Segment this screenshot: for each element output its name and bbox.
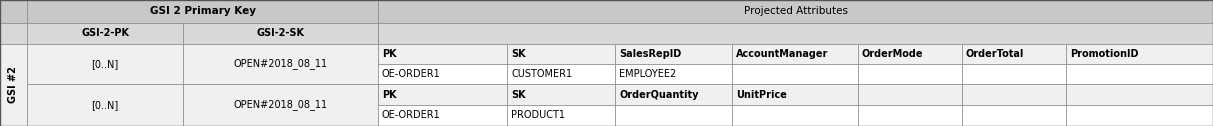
Text: CUSTOMER1: CUSTOMER1 bbox=[511, 69, 573, 79]
Bar bbox=[731, 105, 858, 126]
Bar bbox=[858, 64, 962, 84]
Text: OrderTotal: OrderTotal bbox=[966, 49, 1024, 59]
Text: Projected Attributes: Projected Attributes bbox=[744, 7, 848, 17]
Text: GSI #2: GSI #2 bbox=[8, 67, 18, 103]
Bar bbox=[731, 44, 858, 64]
Text: [0..N]: [0..N] bbox=[91, 59, 119, 69]
Bar bbox=[378, 23, 1213, 44]
Text: UnitPrice: UnitPrice bbox=[736, 89, 787, 100]
Text: SK: SK bbox=[511, 89, 525, 100]
Text: PRODUCT1: PRODUCT1 bbox=[511, 111, 565, 120]
Bar bbox=[27, 84, 183, 126]
Bar bbox=[507, 105, 615, 126]
Text: PromotionID: PromotionID bbox=[1070, 49, 1139, 59]
Text: OE-ORDER1: OE-ORDER1 bbox=[382, 69, 440, 79]
Bar bbox=[378, 0, 1213, 23]
Text: OE-ORDER1: OE-ORDER1 bbox=[382, 111, 440, 120]
Bar bbox=[615, 105, 731, 126]
Bar bbox=[0, 44, 27, 126]
Bar bbox=[378, 64, 507, 84]
Text: OPEN#2018_08_11: OPEN#2018_08_11 bbox=[233, 100, 328, 111]
Bar bbox=[183, 23, 378, 44]
Bar bbox=[615, 64, 731, 84]
Bar bbox=[858, 84, 962, 105]
Text: PK: PK bbox=[382, 89, 397, 100]
Bar bbox=[731, 64, 858, 84]
Text: SK: SK bbox=[511, 49, 525, 59]
Bar bbox=[507, 84, 615, 105]
Bar bbox=[615, 84, 731, 105]
Text: GSI 2 Primary Key: GSI 2 Primary Key bbox=[149, 7, 256, 17]
Bar bbox=[507, 44, 615, 64]
Bar bbox=[183, 44, 378, 84]
Bar bbox=[962, 105, 1066, 126]
Text: OPEN#2018_08_11: OPEN#2018_08_11 bbox=[233, 59, 328, 69]
Bar bbox=[183, 84, 378, 126]
Bar bbox=[1066, 105, 1213, 126]
Text: [0..N]: [0..N] bbox=[91, 100, 119, 110]
Text: PK: PK bbox=[382, 49, 397, 59]
Text: GSI-2-PK: GSI-2-PK bbox=[81, 28, 129, 39]
Text: OrderQuantity: OrderQuantity bbox=[619, 89, 699, 100]
Bar bbox=[1066, 44, 1213, 64]
Bar bbox=[0, 0, 27, 23]
Bar bbox=[962, 84, 1066, 105]
Bar bbox=[1066, 64, 1213, 84]
Bar bbox=[858, 105, 962, 126]
Text: EMPLOYEE2: EMPLOYEE2 bbox=[619, 69, 677, 79]
Bar bbox=[962, 44, 1066, 64]
Bar bbox=[1066, 84, 1213, 105]
Bar bbox=[731, 84, 858, 105]
Bar bbox=[507, 64, 615, 84]
Bar bbox=[962, 64, 1066, 84]
Bar bbox=[858, 44, 962, 64]
Text: AccountManager: AccountManager bbox=[736, 49, 828, 59]
Bar bbox=[378, 44, 507, 64]
Bar bbox=[378, 84, 507, 105]
Bar bbox=[615, 44, 731, 64]
Text: OrderMode: OrderMode bbox=[862, 49, 923, 59]
Text: SalesRepID: SalesRepID bbox=[619, 49, 682, 59]
Bar bbox=[27, 0, 378, 23]
Bar bbox=[378, 105, 507, 126]
Text: GSI-2-SK: GSI-2-SK bbox=[256, 28, 304, 39]
Bar bbox=[27, 44, 183, 84]
Bar bbox=[0, 23, 27, 44]
Bar bbox=[27, 23, 183, 44]
